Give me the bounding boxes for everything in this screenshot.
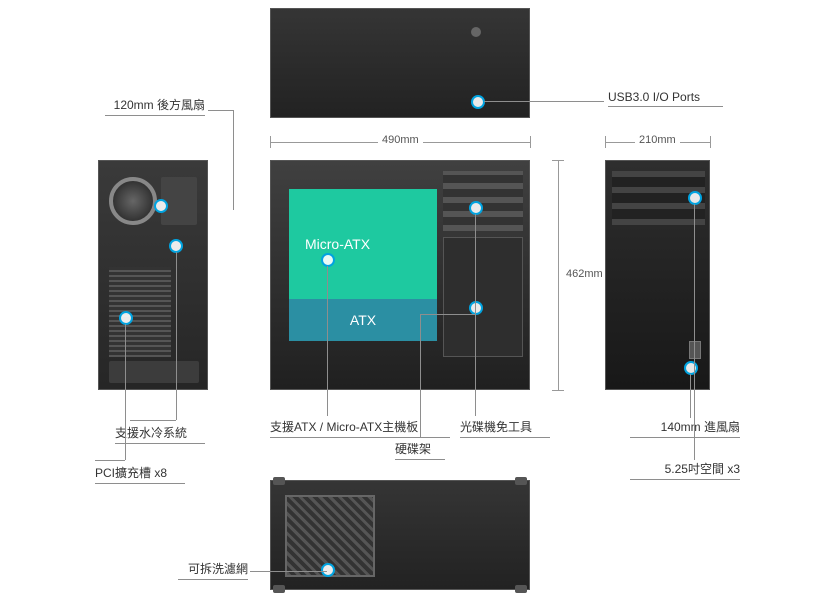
- label-rear-fan: 120mm 後方風扇: [105, 96, 205, 116]
- foot: [273, 477, 285, 485]
- line-pci-h: [95, 460, 125, 461]
- dim-width: 490mm: [378, 134, 423, 146]
- label-mobo: 支援ATX / Micro-ATX主機板: [270, 418, 450, 438]
- dot-odd: [469, 201, 483, 215]
- foot: [273, 585, 285, 593]
- line-watercool-v: [176, 252, 177, 420]
- overlay-micro-atx: Micro-ATX: [289, 189, 437, 299]
- hdd-cage-graphic: [443, 237, 523, 357]
- label-pci: PCI擴充槽 x8: [95, 464, 185, 484]
- line-rear-fan-h: [208, 110, 234, 111]
- dim-tick: [552, 160, 564, 161]
- panel-rear-view: [98, 160, 208, 390]
- pci-slot-graphic: [109, 267, 171, 357]
- line-odd-v: [475, 214, 476, 416]
- dot-rear-fan: [154, 199, 168, 213]
- overlay-atx-label: ATX: [350, 312, 376, 328]
- line-mobo-v: [327, 266, 328, 416]
- label-usb-ports: USB3.0 I/O Ports: [608, 90, 723, 107]
- dim-height: 462mm: [562, 268, 607, 280]
- psu-area: [109, 361, 199, 383]
- label-watercool: 支援水冷系統: [115, 424, 205, 444]
- dot-mobo: [321, 253, 335, 267]
- label-odd: 光碟機免工具: [460, 418, 550, 438]
- dim-height-line: [558, 160, 559, 390]
- power-button-graphic: [689, 341, 701, 359]
- dim-tick: [710, 136, 711, 148]
- dim-tick: [530, 136, 531, 148]
- label-filter: 可拆洗濾網: [178, 560, 248, 580]
- line-hdd-branch: [420, 314, 421, 438]
- foot: [515, 585, 527, 593]
- panel-bottom-view: [270, 480, 530, 590]
- label-525: 5.25吋空間 x3: [630, 460, 740, 480]
- label-front-fan: 140mm 進風扇: [630, 418, 740, 438]
- dim-tick: [552, 390, 564, 391]
- dot-pci: [119, 311, 133, 325]
- rear-fan-graphic: [109, 177, 157, 225]
- line-frontfan-v: [690, 374, 691, 418]
- line-pci-v: [125, 324, 126, 460]
- overlay-atx: ATX: [289, 299, 437, 341]
- panel-side-open-view: Micro-ATX ATX: [270, 160, 530, 390]
- dot-watercool: [169, 239, 183, 253]
- dot-hdd: [469, 301, 483, 315]
- dot-filter: [321, 563, 335, 577]
- line-watercool-h: [130, 420, 176, 421]
- dot-525: [688, 191, 702, 205]
- dim-depth: 210mm: [635, 134, 680, 146]
- line-525-v: [694, 204, 695, 460]
- label-hdd: 硬碟架: [395, 440, 445, 460]
- line-usb: [484, 101, 604, 102]
- line-hdd-branch-h: [420, 314, 475, 315]
- line-rear-fan-v: [233, 110, 234, 210]
- dim-tick: [270, 136, 271, 148]
- drive-bays-graphic: [443, 171, 523, 231]
- line-filter-h: [250, 571, 327, 572]
- dot-usb-ports: [471, 95, 485, 109]
- overlay-micro-atx-label: Micro-ATX: [305, 236, 370, 252]
- dot-front-fan: [684, 361, 698, 375]
- foot: [515, 477, 527, 485]
- dim-tick: [605, 136, 606, 148]
